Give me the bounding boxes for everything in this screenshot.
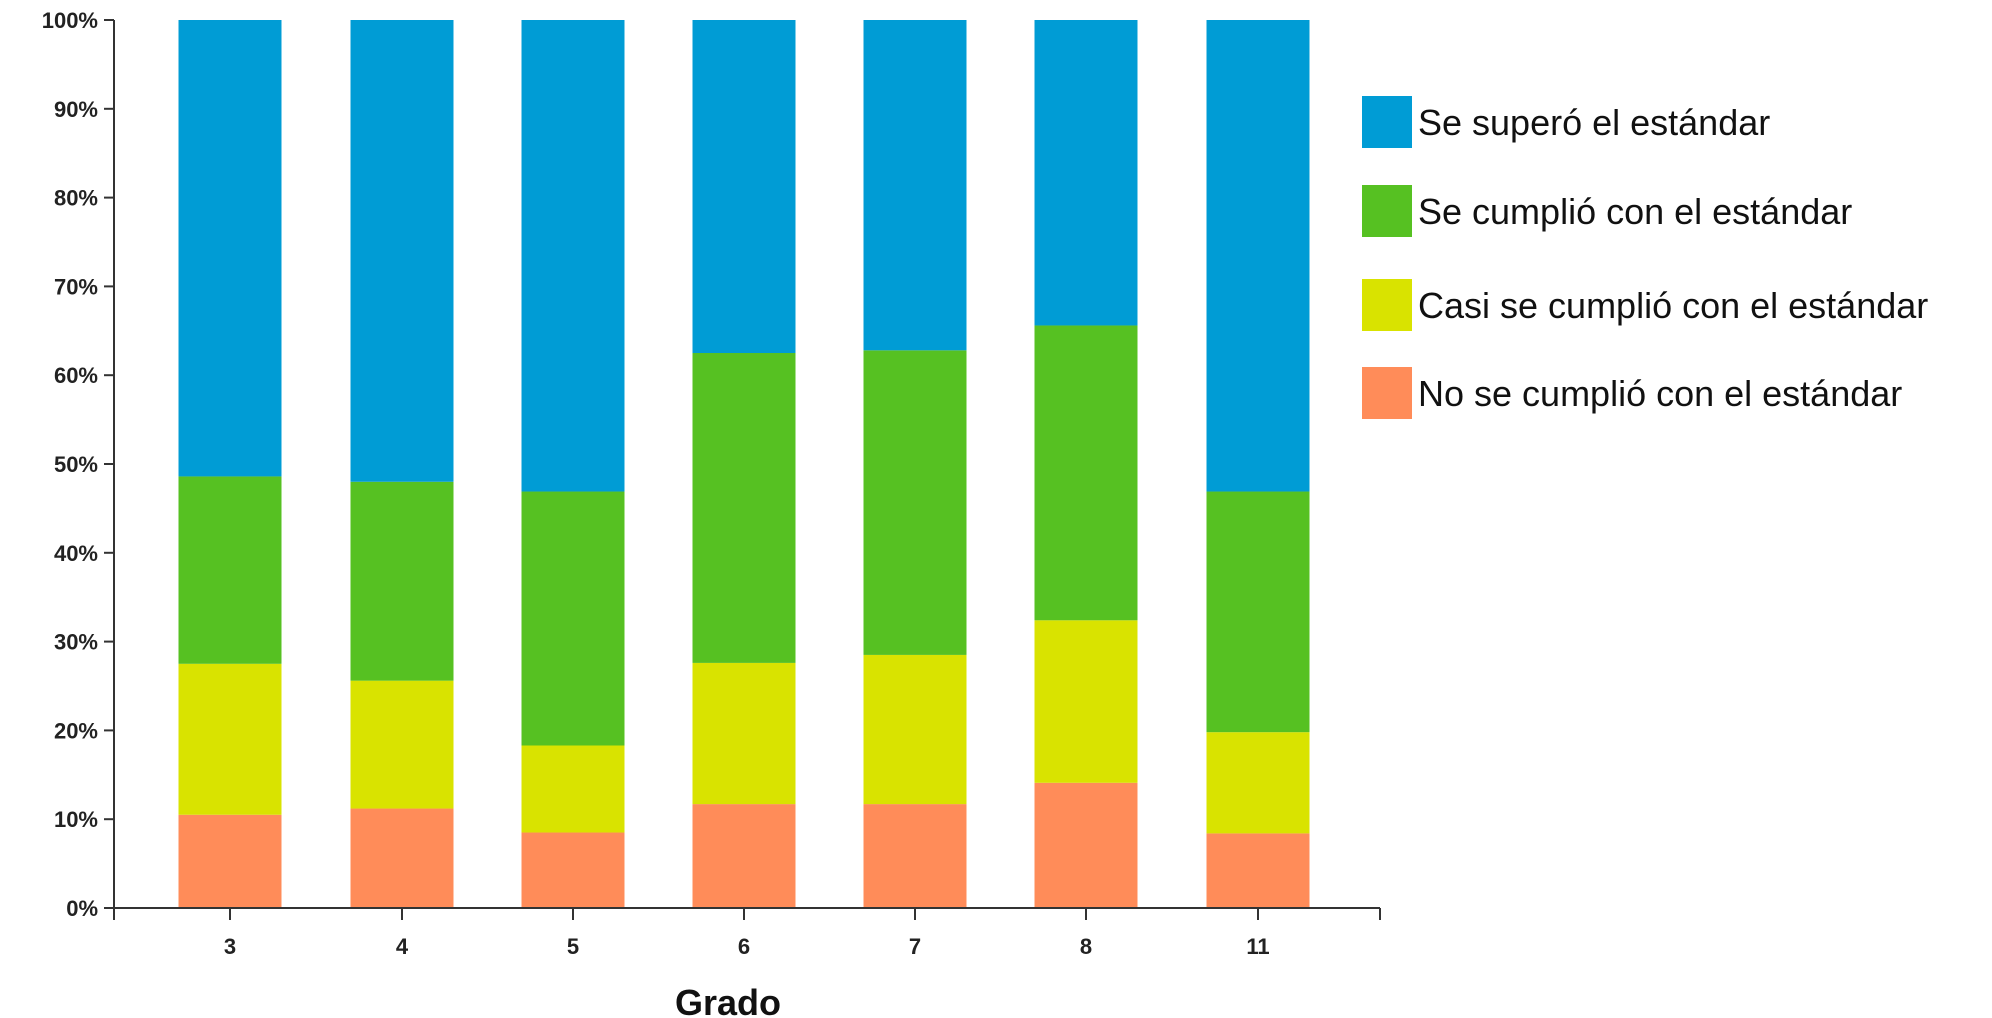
bar-segment-6-s3 (692, 20, 796, 353)
x-axis-title: Grado (675, 982, 781, 1018)
y-tick-label: 30% (54, 630, 98, 655)
x-tick-label: 5 (567, 934, 579, 959)
x-tick-label: 4 (396, 934, 409, 959)
bar-segment-6-s0 (692, 804, 796, 908)
bar-segment-3-s1 (178, 663, 282, 815)
bar-segment-11-s2 (1206, 491, 1310, 733)
bar-segment-3-s3 (178, 20, 282, 477)
bar-segment-5-s3 (521, 20, 625, 492)
x-tick-label: 3 (224, 934, 236, 959)
y-tick-label: 0% (66, 896, 98, 921)
bar-segment-11-s3 (1206, 20, 1310, 492)
legend-label: Se cumplió con el estándar (1418, 191, 1852, 232)
bar-segment-4-s1 (350, 680, 454, 809)
y-tick-label: 70% (54, 274, 98, 299)
legend: Se superó el estándar Se cumplió con el e… (1362, 96, 1928, 419)
bar-segment-6-s1 (692, 662, 796, 805)
legend-swatch (1362, 96, 1412, 148)
bar-segment-5-s2 (521, 491, 625, 746)
bar-segment-7-s1 (863, 654, 967, 805)
bar-segment-8-s1 (1034, 620, 1138, 783)
bar-segment-8-s3 (1034, 20, 1138, 326)
y-axis: 0% 10% 20% 30% 40% 50% 60% 70% 80% 90% 100% (42, 8, 115, 921)
y-tick-label: 20% (54, 718, 98, 743)
legend-swatch (1362, 279, 1412, 331)
x-tick-label: 6 (738, 934, 750, 959)
bar-segment-8-s2 (1034, 325, 1138, 621)
y-tick-label: 60% (54, 363, 98, 388)
bar-segment-5-s1 (521, 745, 625, 833)
bar-segment-7-s2 (863, 350, 967, 655)
legend-label: Se superó el estándar (1418, 102, 1770, 143)
plot-area (178, 20, 1310, 908)
y-tick-label: 10% (54, 807, 98, 832)
y-tick-label: 80% (54, 186, 98, 211)
legend-label: No se cumplió con el estándar (1418, 373, 1902, 414)
bar-segment-6-s2 (692, 353, 796, 663)
bar-segment-3-s0 (178, 814, 282, 908)
bar-segment-3-s2 (178, 476, 282, 664)
x-axis: 3 4 5 6 7 8 11 (113, 907, 1381, 959)
bar-segment-7-s3 (863, 20, 967, 351)
bar-segment-5-s0 (521, 832, 625, 908)
bar-segment-11-s0 (1206, 833, 1310, 908)
bar-segment-8-s0 (1034, 782, 1138, 908)
y-tick-label: 50% (54, 452, 98, 477)
y-tick-label: 100% (42, 8, 98, 33)
y-tick-label: 90% (54, 97, 98, 122)
legend-label: Casi se cumplió con el estándar (1418, 285, 1928, 326)
bar-segment-4-s0 (350, 808, 454, 908)
legend-swatch (1362, 185, 1412, 237)
legend-swatch (1362, 367, 1412, 419)
x-tick-label: 11 (1246, 934, 1269, 959)
bar-segment-11-s1 (1206, 732, 1310, 834)
y-tick-label: 40% (54, 541, 98, 566)
bar-segment-7-s0 (863, 804, 967, 908)
x-tick-label: 8 (1080, 934, 1092, 959)
bar-segment-4-s3 (350, 20, 454, 482)
bar-segment-4-s2 (350, 481, 454, 681)
x-tick-label: 7 (909, 934, 921, 959)
